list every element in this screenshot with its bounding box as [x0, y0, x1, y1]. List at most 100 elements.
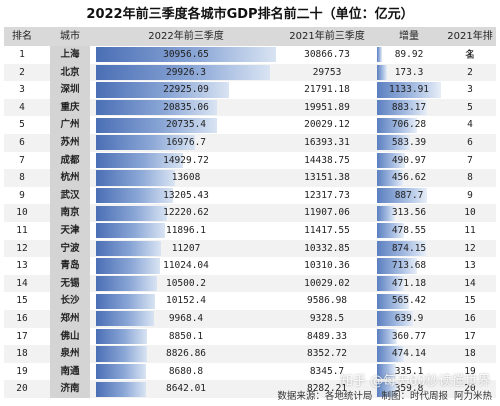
gdp-2021-cell: 19951.89	[304, 101, 350, 113]
rank-2021-cell: 2	[467, 66, 473, 78]
increase-value: 887.7	[394, 189, 424, 201]
gdp-2022-cell: 13205.43	[96, 187, 276, 205]
gdp-2022-bar	[96, 363, 147, 380]
increase-cell: 639.9	[377, 310, 441, 328]
gdp-2022-bar	[96, 99, 218, 116]
gdp-2022-value: 14929.72	[163, 154, 209, 166]
gdp-2022-cell: 11896.1	[96, 222, 276, 240]
gdp-2022-value: 8850.1	[168, 330, 204, 342]
gdp-2022-value: 13205.43	[163, 189, 209, 201]
increase-bar	[377, 363, 396, 380]
watermark: 知乎 @每天60秒读懂世界	[340, 374, 491, 389]
gdp-2022-value: 8680.8	[168, 365, 204, 377]
gdp-2022-value: 30956.65	[163, 49, 209, 60]
rank-cell: 18	[16, 348, 28, 360]
city-cell: 成都	[50, 151, 90, 170]
rank-cell: 17	[16, 330, 28, 342]
gdp-2022-cell: 8680.8	[96, 363, 276, 381]
gdp-2022-bar	[96, 240, 162, 256]
rank-2021-cell: 13	[464, 260, 476, 272]
gdp-2022-bar	[96, 64, 270, 80]
city-cell: 南京	[50, 204, 90, 222]
increase-cell: 490.97	[377, 152, 441, 170]
rank-2021-cell: 19	[464, 365, 476, 377]
table-row: 5 广州 20735.4 20029.12 706.28 4	[4, 116, 496, 134]
increase-value: 471.18	[391, 277, 427, 289]
rank-cell: 4	[19, 101, 25, 113]
rank-2021-cell: 5	[467, 101, 473, 113]
rank-cell: 5	[19, 119, 25, 131]
rank-cell: 7	[19, 154, 25, 166]
increase-bar	[377, 311, 414, 327]
increase-cell: 874.15	[377, 240, 441, 258]
gdp-2021-cell: 30866.73	[304, 49, 350, 60]
city-cell: 无锡	[50, 274, 90, 293]
gdp-2022-value: 8642.01	[165, 383, 207, 395]
table-title: 2022年前三季度各城市GDP排名前二十（单位：亿元）	[86, 7, 414, 22]
rank-2021-cell: 8	[467, 172, 473, 184]
gdp-2021-cell: 10332.85	[304, 242, 350, 254]
increase-value: 335.1	[394, 365, 424, 377]
gdp-2021-cell: 21791.18	[304, 84, 350, 96]
header-rank: 排名	[12, 31, 32, 42]
city-cell: 宁波	[50, 239, 90, 258]
gdp-2022-value: 29926.3	[165, 66, 207, 78]
increase-cell: 583.39	[377, 134, 441, 152]
gdp-2022-bar	[96, 82, 230, 98]
increase-value: 706.28	[391, 119, 427, 131]
rank-2021-cell: 17	[464, 330, 476, 342]
gdp-2021-cell: 12317.73	[304, 189, 350, 201]
rank-2021-cell: 3	[467, 84, 473, 96]
rank-cell: 15	[16, 295, 28, 307]
source-footer: 数据来源：各地统计局 制图：时代周报 阿力米热	[277, 391, 492, 402]
increase-bar	[377, 99, 427, 116]
gdp-2021-cell: 13151.38	[304, 172, 350, 184]
table-row: 9 武汉 13205.43 12317.73 887.7 9	[4, 186, 496, 205]
city-cell: 上海	[50, 46, 90, 64]
increase-bar	[377, 117, 417, 133]
gdp-2022-value: 11896.1	[165, 225, 207, 236]
table-row: 14 无锡 10500.2 10029.02 471.18 14	[4, 274, 496, 293]
rank-2021-cell: 9	[467, 189, 473, 201]
gdp-2022-value: 11207	[171, 242, 201, 254]
increase-value: 313.56	[391, 207, 427, 219]
city-cell: 深圳	[50, 81, 90, 99]
gdp-2022-value: 22925.09	[163, 84, 209, 96]
rank-cell: 3	[19, 84, 25, 96]
increase-cell: 565.42	[377, 292, 441, 310]
table-row: 10 南京 12220.62 11907.06 313.56 10	[4, 204, 496, 222]
gdp-2022-bar	[96, 381, 147, 397]
header-gdp-2021: 2021年前三季度	[289, 31, 365, 42]
gdp-2022-bar	[96, 117, 217, 133]
increase-bar	[377, 170, 403, 186]
gdp-2022-value: 20735.4	[165, 119, 207, 131]
gdp-2022-cell: 12220.62	[96, 204, 276, 222]
rank-2021-cell: 7	[467, 154, 473, 166]
rank-cell: 2	[19, 66, 25, 78]
table-row: 17 佛山 8850.1 8489.33 360.77 17	[4, 327, 496, 346]
rank-cell: 19	[16, 365, 28, 377]
increase-bar	[377, 223, 404, 239]
gdp-2022-value: 11024.04	[163, 260, 209, 272]
gdp-2021-cell: 20029.12	[304, 119, 350, 131]
city-cell: 武汉	[50, 186, 90, 205]
increase-cell: 706.28	[377, 116, 441, 134]
gdp-2022-bar	[96, 275, 158, 292]
increase-cell: 335.1	[377, 363, 441, 381]
gdp-2021-cell: 8345.7	[309, 365, 345, 377]
increase-cell: 360.77	[377, 328, 441, 346]
gdp-2022-cell: 11207	[96, 240, 276, 258]
rank-cell: 1	[19, 49, 25, 60]
table-row: 2 北京 29926.3 29753 173.3 2	[4, 63, 496, 82]
gdp-2022-bar	[96, 258, 161, 274]
gdp-2022-value: 20835.06	[163, 101, 209, 113]
gdp-2022-value: 10152.4	[165, 295, 207, 307]
increase-bar	[377, 187, 428, 204]
rank-2021-cell: 11	[464, 225, 476, 236]
increase-value: 360.77	[391, 330, 427, 342]
city-cell: 长沙	[50, 292, 90, 310]
gdp-2022-value: 9968.4	[168, 313, 204, 324]
gdp-2022-cell: 13608	[96, 169, 276, 187]
gdp-2022-bar	[96, 223, 166, 239]
rank-2021-cell: 18	[464, 348, 476, 360]
